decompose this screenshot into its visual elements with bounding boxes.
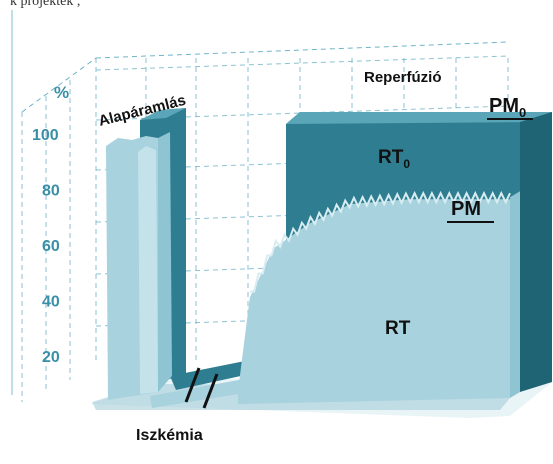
y-tick-label: 60	[42, 238, 60, 255]
y-tick-label: 40	[42, 294, 60, 311]
series-rt-baseline-side	[158, 132, 172, 392]
gridline-frame	[21, 57, 97, 113]
y-tick-labels: 20 40 60 80 100	[32, 127, 60, 366]
phase-label-reperfusion: Reperfúzió	[364, 69, 442, 86]
phase-label-ischemia: Iszkémia	[136, 427, 203, 444]
series-label-pm0: PM0	[489, 95, 526, 120]
top-text-fragment: k projektek ,	[10, 0, 81, 9]
y-tick-label: 100	[32, 127, 59, 144]
series-rt-side	[510, 191, 520, 398]
series-rt0-side	[520, 112, 552, 392]
series-pm0-baseline-top	[140, 108, 186, 120]
gridline-horizontal	[95, 55, 509, 71]
series-pm-reperfusion-edge	[249, 190, 511, 293]
y-tick-label: 20	[42, 349, 60, 366]
y-axis-unit: %	[54, 83, 69, 102]
gridline-horizontal	[95, 105, 509, 121]
series-rt0-reperfusion-top	[286, 112, 552, 124]
series-label-rt: RT	[385, 318, 411, 339]
series-label-pm: PM	[451, 198, 481, 220]
gridline-frame	[95, 41, 509, 59]
series-front-light	[106, 132, 520, 408]
series-rt-ischemia	[150, 378, 250, 408]
series-pm-baseline	[138, 146, 158, 394]
series-rt-reperfusion	[238, 199, 510, 404]
axis-break-mark	[184, 367, 201, 403]
series-label-rt0: RT0	[378, 147, 410, 171]
y-tick-label: 80	[42, 183, 60, 200]
axis-break-mark	[202, 373, 219, 409]
series-pm0-ischemia	[170, 360, 250, 390]
